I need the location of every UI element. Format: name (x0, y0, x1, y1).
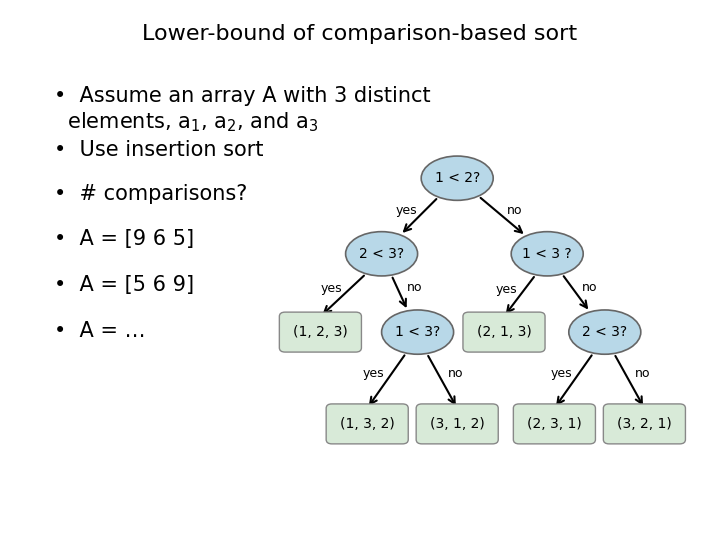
Text: Lower-bound of comparison-based sort: Lower-bound of comparison-based sort (143, 24, 577, 44)
Text: •  # comparisons?: • # comparisons? (54, 184, 248, 204)
Text: (2, 3, 1): (2, 3, 1) (527, 417, 582, 431)
Text: no: no (406, 281, 422, 294)
Ellipse shape (382, 310, 454, 354)
Text: no: no (506, 204, 522, 217)
Ellipse shape (346, 232, 418, 276)
Text: 2 < 3?: 2 < 3? (359, 247, 404, 261)
Text: (1, 3, 2): (1, 3, 2) (340, 417, 395, 431)
Text: (3, 2, 1): (3, 2, 1) (617, 417, 672, 431)
FancyBboxPatch shape (603, 404, 685, 444)
Text: no: no (448, 367, 463, 380)
FancyBboxPatch shape (416, 404, 498, 444)
Text: (3, 1, 2): (3, 1, 2) (430, 417, 485, 431)
Text: •  A = [9 6 5]: • A = [9 6 5] (54, 230, 194, 249)
Text: no: no (635, 367, 650, 380)
Text: •  Use insertion sort: • Use insertion sort (54, 140, 264, 160)
Text: 2 < 3?: 2 < 3? (582, 325, 627, 339)
Text: yes: yes (550, 367, 572, 380)
Text: yes: yes (320, 282, 342, 295)
Text: no: no (582, 281, 598, 294)
Text: yes: yes (396, 204, 418, 217)
FancyBboxPatch shape (326, 404, 408, 444)
FancyBboxPatch shape (513, 404, 595, 444)
Text: 1 < 3?: 1 < 3? (395, 325, 440, 339)
Text: •  A = …: • A = … (54, 321, 145, 341)
Text: 1 < 2?: 1 < 2? (435, 171, 480, 185)
Text: (2, 1, 3): (2, 1, 3) (477, 325, 531, 339)
Text: •  A = [5 6 9]: • A = [5 6 9] (54, 275, 194, 295)
Text: •  Assume an array A with 3 distinct
  elements, a$_1$, a$_2$, and a$_3$: • Assume an array A with 3 distinct elem… (54, 86, 431, 133)
FancyBboxPatch shape (279, 312, 361, 352)
Text: 1 < 3 ?: 1 < 3 ? (523, 247, 572, 261)
Text: (1, 2, 3): (1, 2, 3) (293, 325, 348, 339)
Text: yes: yes (363, 367, 384, 380)
Ellipse shape (421, 156, 493, 200)
Text: yes: yes (495, 283, 517, 296)
Ellipse shape (569, 310, 641, 354)
FancyBboxPatch shape (463, 312, 545, 352)
Ellipse shape (511, 232, 583, 276)
